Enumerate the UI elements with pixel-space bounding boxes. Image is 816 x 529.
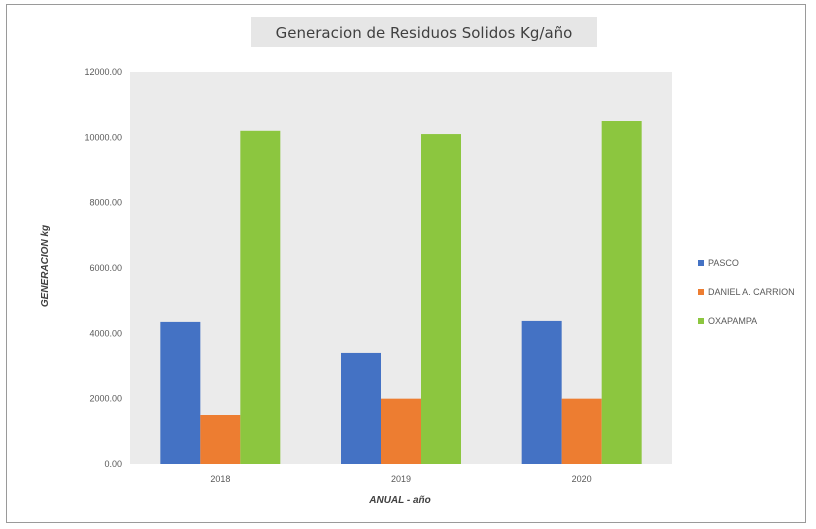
x-axis-ticks: 2018 2019 2020 [210, 474, 591, 484]
bar-oxapampa-2019 [421, 134, 461, 465]
x-tick-label: 2019 [391, 474, 411, 484]
y-tick-label: 4000.00 [89, 328, 122, 338]
legend-label: DANIEL A. CARRION [708, 287, 795, 297]
chart-title: Generacion de Residuos Solidos Kg/año [276, 24, 573, 42]
bar-daniel-a-carrion-2018 [200, 415, 241, 464]
bar-oxapampa-2020 [601, 121, 642, 464]
bar-daniel-a-carrion-2019 [381, 398, 421, 464]
y-tick-label: 6000.00 [89, 263, 122, 273]
y-tick-label: 2000.00 [89, 394, 122, 404]
x-tick-label: 2020 [572, 474, 592, 484]
y-tick-label: 0.00 [104, 459, 122, 469]
bar-oxapampa-2018 [240, 130, 281, 465]
y-tick-label: 12000.00 [84, 67, 122, 77]
y-tick-label: 8000.00 [89, 198, 122, 208]
x-axis-title: ANUAL - año [368, 495, 430, 506]
bar-pasco-2019 [341, 352, 381, 464]
legend-swatch [698, 318, 704, 324]
y-axis-ticks: 0.00 2000.00 4000.00 6000.00 8000.00 10000.00… [84, 67, 122, 469]
bar-pasco-2020 [521, 320, 562, 464]
bar-daniel-a-carrion-2020 [561, 398, 602, 464]
legend-swatch [698, 260, 704, 266]
legend: PASCO DANIEL A. CARRION OXAPAMPA [698, 258, 795, 326]
bars [160, 121, 642, 465]
y-tick-label: 10000.00 [84, 132, 122, 142]
chart-title-box [251, 17, 597, 47]
y-axis-title: GENERACION kg [40, 225, 51, 307]
legend-swatch [698, 289, 704, 295]
bar-pasco-2018 [160, 321, 201, 464]
legend-label: PASCO [708, 258, 739, 268]
legend-label: OXAPAMPA [708, 316, 757, 326]
x-tick-label: 2018 [210, 474, 230, 484]
